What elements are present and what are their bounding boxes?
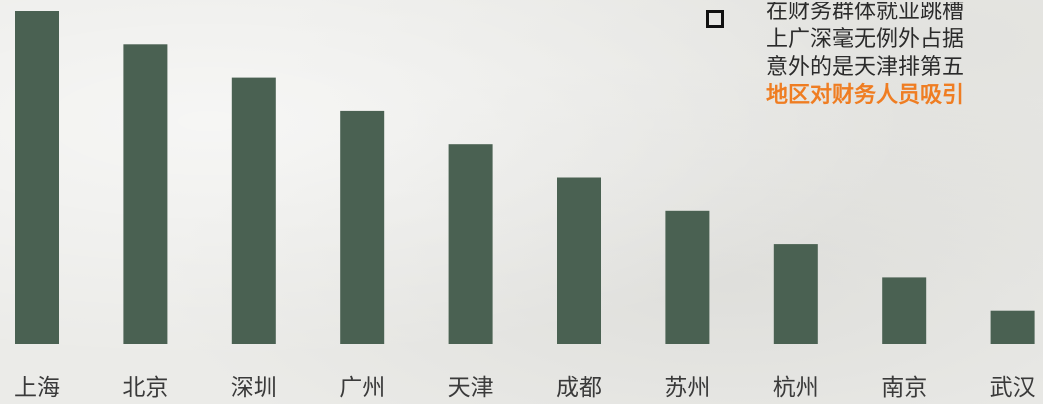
category-label: 深圳 [231, 375, 277, 401]
category-label: 上海 [14, 375, 60, 401]
annotation-line-3: 意外的是天津排第五 [766, 55, 965, 80]
category-label: 天津 [448, 375, 494, 401]
bar-天津 [448, 144, 493, 344]
category-label: 北京 [122, 375, 168, 401]
category-label: 广州 [339, 375, 385, 401]
category-label: 武汉 [990, 375, 1036, 401]
bar-苏州 [665, 210, 710, 344]
annotation-text: 在财务群体就业跳槽 上广深毫无例外占据 意外的是天津排第五 地区对财务人员吸引 [766, 2, 1043, 110]
bar-深圳 [231, 77, 276, 344]
hollow-square-bullet-icon [706, 10, 724, 28]
bar-南京 [882, 277, 927, 344]
category-label: 苏州 [664, 375, 710, 401]
bar-武汉 [990, 310, 1035, 344]
bar-上海 [15, 11, 59, 344]
bar-广州 [340, 110, 385, 345]
bar-成都 [557, 177, 601, 344]
annotation-line-1: 在财务群体就业跳槽 [766, 2, 965, 24]
category-label: 成都 [556, 375, 602, 401]
annotation-box: 在财务群体就业跳槽 上广深毫无例外占据 意外的是天津排第五 地区对财务人员吸引 [706, 2, 1043, 152]
annotation-line-2: 上广深毫无例外占据 [766, 27, 965, 52]
bar-杭州 [773, 244, 818, 344]
bar-北京 [123, 44, 168, 345]
category-label: 杭州 [773, 375, 819, 401]
category-label: 南京 [881, 375, 927, 401]
annotation-highlight: 地区对财务人员吸引 [766, 83, 965, 108]
